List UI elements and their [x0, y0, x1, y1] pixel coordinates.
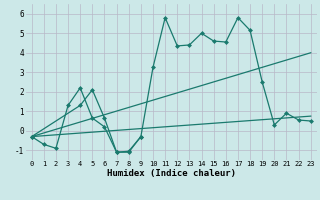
X-axis label: Humidex (Indice chaleur): Humidex (Indice chaleur): [107, 169, 236, 178]
